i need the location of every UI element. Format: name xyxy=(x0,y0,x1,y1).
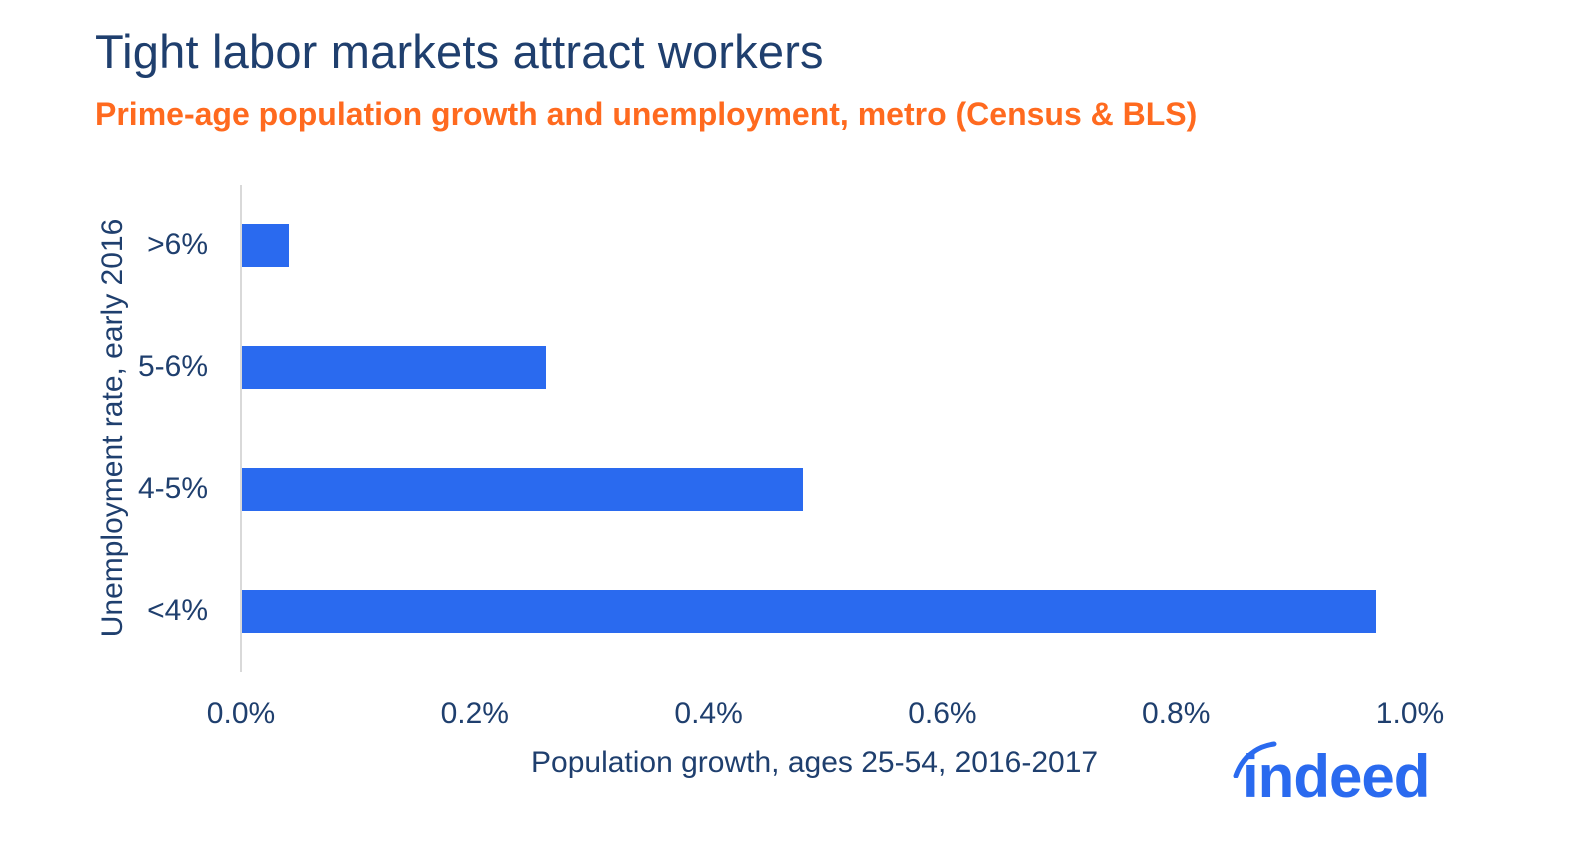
x-tick-label: 0.0% xyxy=(206,697,276,730)
x-tick-label: 0.6% xyxy=(908,697,977,730)
bar xyxy=(242,590,1376,633)
category-label: <4% xyxy=(147,594,208,627)
x-tick-label: 0.8% xyxy=(1141,697,1211,730)
indeed-logo: indeed xyxy=(1228,738,1458,810)
bar xyxy=(242,346,546,389)
x-tick-label: 0.4% xyxy=(674,697,743,730)
bar xyxy=(242,224,289,267)
chart-title: Tight labor markets attract workers xyxy=(95,25,824,78)
bar xyxy=(242,468,803,511)
x-axis-label: Population growth, ages 25-54, 2016-2017 xyxy=(531,746,1099,779)
x-tick-label: 0.2% xyxy=(440,697,509,730)
category-label: 4-5% xyxy=(137,472,208,505)
y-axis-label: Unemployment rate, early 2016 xyxy=(96,218,129,638)
chart-subtitle: Prime-age population growth and unemploy… xyxy=(95,96,1198,132)
category-label: >6% xyxy=(147,228,208,261)
logo-text: indeed xyxy=(1242,743,1430,810)
category-label: 5-6% xyxy=(137,350,208,383)
x-tick-label: 1.0% xyxy=(1375,697,1445,730)
logo-arc-icon xyxy=(1233,741,1277,778)
y-axis-line xyxy=(240,185,242,672)
